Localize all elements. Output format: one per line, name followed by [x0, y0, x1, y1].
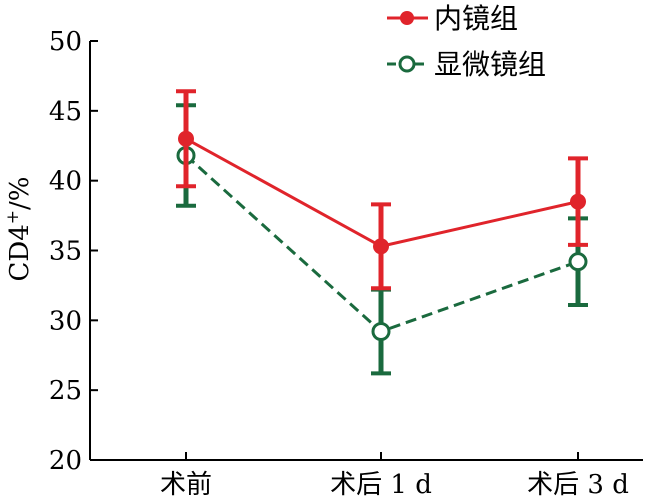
axes: [89, 41, 643, 461]
legend-label: 显微镜组: [434, 48, 546, 81]
legend-marker: [398, 55, 416, 73]
data-point: [373, 238, 389, 255]
legend-label: 内镜组: [434, 2, 518, 35]
legend-item: 显微镜组: [387, 48, 546, 81]
y-tick-label: 35: [49, 237, 82, 267]
y-axis-label-sup: +: [3, 210, 23, 224]
y-axis-label: CD4+/%: [3, 177, 35, 282]
y-tick-label: 50: [49, 27, 82, 57]
x-tick-label: 术前: [160, 470, 212, 499]
series-layer: [176, 89, 588, 376]
y-ticks: 20 25 30 35 40 45 50: [49, 27, 98, 476]
y-tick-label: 30: [49, 306, 82, 336]
y-tick-label: 45: [49, 97, 82, 127]
y-tick-label: 25: [49, 376, 82, 406]
x-ticks: 术前 术后 1 d 术后 3 d: [160, 452, 629, 499]
y-axis-label-main: CD4: [5, 224, 35, 281]
y-tick-label: 20: [49, 446, 82, 476]
series-1: [176, 89, 588, 291]
data-point: [371, 322, 391, 342]
data-point: [570, 193, 586, 210]
y-axis-label-unit: /%: [5, 177, 35, 210]
data-point: [178, 130, 194, 147]
legend-item: 内镜组: [387, 2, 518, 35]
data-point: [568, 252, 588, 272]
x-tick-label: 术后 3 d: [527, 470, 629, 499]
legend-marker: [400, 11, 414, 25]
x-tick-label: 术后 1 d: [330, 470, 432, 499]
y-tick-label: 40: [49, 167, 82, 197]
